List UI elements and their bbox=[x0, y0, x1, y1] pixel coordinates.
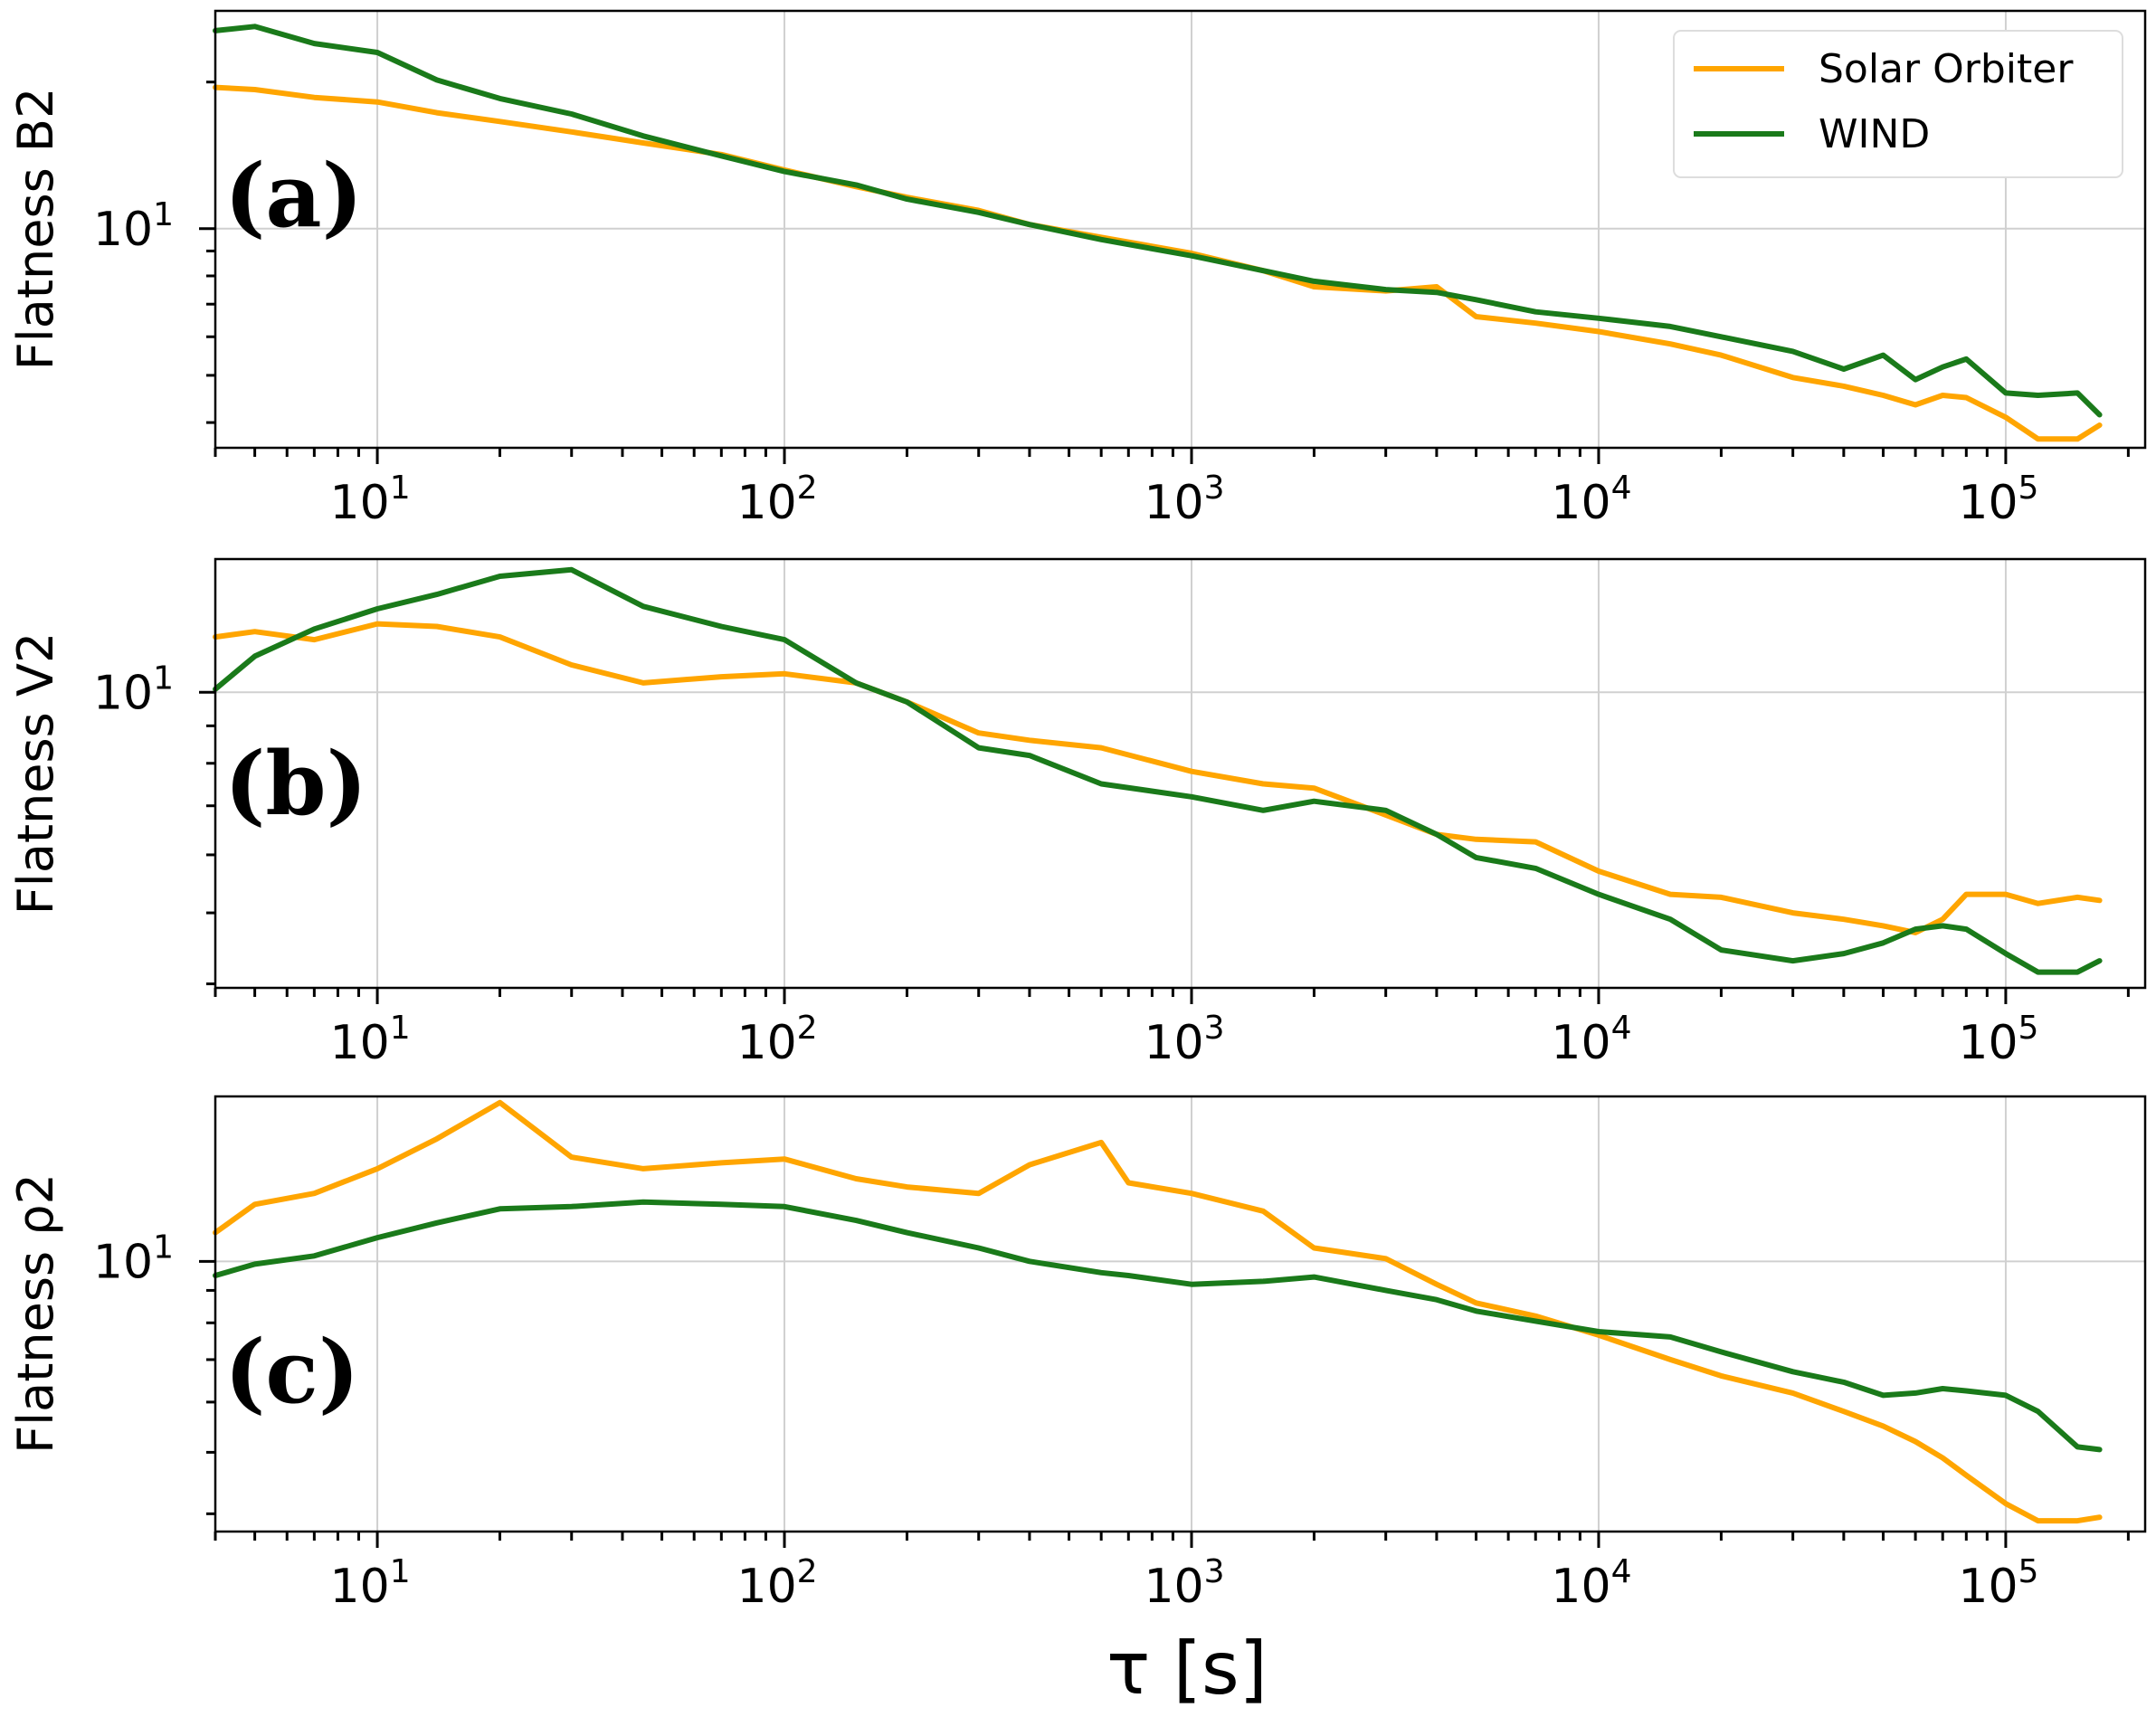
x-tick-label: 105 bbox=[1958, 1010, 2038, 1070]
x-axis-label: τ [s] bbox=[1106, 1627, 1268, 1711]
series-line-wind bbox=[213, 1199, 2103, 1453]
series-line-wind bbox=[213, 24, 2103, 418]
legend-box bbox=[1673, 30, 2123, 178]
legend: Solar Orbiter WIND bbox=[1673, 30, 2123, 178]
panel-label: (c) bbox=[224, 1321, 359, 1423]
x-tick-label: 104 bbox=[1551, 1010, 1631, 1070]
y-axis-label: Flatness B2 bbox=[7, 88, 64, 371]
series-line-solar-orbiter bbox=[213, 84, 2103, 442]
x-tick-label: 104 bbox=[1551, 470, 1631, 530]
x-tick-label: 103 bbox=[1144, 1553, 1224, 1614]
x-tick-label: 102 bbox=[736, 470, 817, 530]
plot-frame bbox=[214, 557, 2147, 990]
y-tick-label: 101 bbox=[93, 196, 174, 257]
x-tick-label: 104 bbox=[1551, 1553, 1631, 1614]
y-tick-label: 101 bbox=[93, 1228, 174, 1289]
legend-label: Solar Orbiter bbox=[1819, 46, 2074, 92]
x-tick-label: 102 bbox=[736, 1553, 817, 1614]
x-tick-label: 105 bbox=[1958, 470, 2038, 530]
series-line-solar-orbiter bbox=[213, 621, 2103, 935]
y-axis-label: Flatness V2 bbox=[7, 632, 64, 915]
legend-label: WIND bbox=[1819, 111, 1930, 157]
x-tick-label: 103 bbox=[1144, 1010, 1224, 1070]
x-tick-label: 101 bbox=[330, 1553, 411, 1614]
x-tick-label: 101 bbox=[330, 1010, 411, 1070]
panel-c: 101 102 103 104 105 101 Flatness ρ2 (c) bbox=[7, 1095, 2147, 1614]
panel-a: 101 102 103 104 105 101 Flatness B2 (a) Solar Or… bbox=[7, 9, 2147, 530]
x-tick-label: 105 bbox=[1958, 1553, 2038, 1614]
panel-b: 101 102 103 104 105 101 Flatness V2 (b) bbox=[7, 557, 2147, 1070]
y-axis-label: Flatness ρ2 bbox=[7, 1173, 64, 1454]
y-tick-label: 101 bbox=[93, 659, 174, 720]
panel-label: (b) bbox=[224, 733, 367, 835]
plot-frame bbox=[214, 1095, 2147, 1533]
x-tick-label: 103 bbox=[1144, 470, 1224, 530]
x-tick-label: 102 bbox=[736, 1010, 817, 1070]
series-line-wind bbox=[213, 566, 2103, 975]
panel-label: (a) bbox=[224, 145, 363, 247]
series-line-solar-orbiter bbox=[213, 1099, 2103, 1524]
x-tick-label: 101 bbox=[330, 470, 411, 530]
